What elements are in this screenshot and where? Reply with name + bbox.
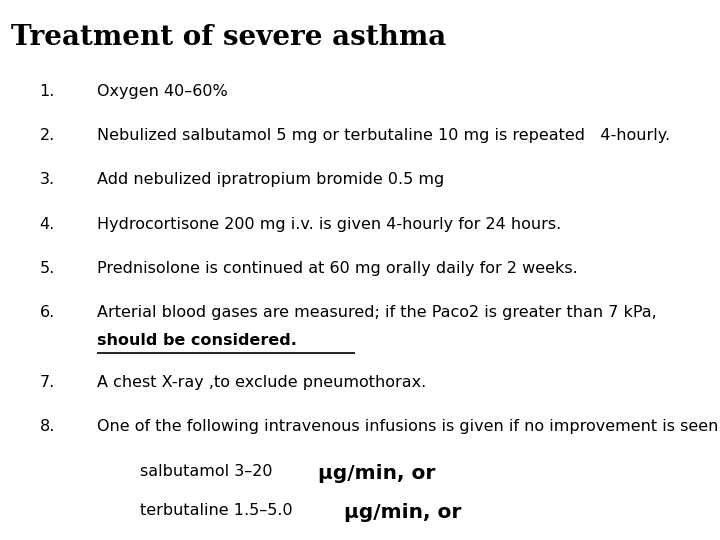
Text: Treatment of severe asthma: Treatment of severe asthma <box>11 24 446 51</box>
Text: A chest X-ray ,to exclude pneumothorax.: A chest X-ray ,to exclude pneumothorax. <box>97 375 426 390</box>
Text: should be considered.: should be considered. <box>97 333 297 348</box>
Text: Oxygen 40–60%: Oxygen 40–60% <box>97 84 228 99</box>
Text: salbutamol 3–20: salbutamol 3–20 <box>140 464 278 478</box>
Text: Nebulized salbutamol 5 mg or terbutaline 10 mg is repeated   4-hourly.: Nebulized salbutamol 5 mg or terbutaline… <box>97 128 670 143</box>
Text: 2.: 2. <box>40 128 55 143</box>
Text: One of the following intravenous infusions is given if no improvement is seen:: One of the following intravenous infusio… <box>97 420 720 434</box>
Text: 7.: 7. <box>40 375 55 390</box>
Text: μg/min, or: μg/min, or <box>318 464 436 483</box>
Text: Hydrocortisone 200 mg i.v. is given 4-hourly for 24 hours.: Hydrocortisone 200 mg i.v. is given 4-ho… <box>97 217 562 232</box>
Text: 8.: 8. <box>40 420 55 434</box>
Text: μg/min, or: μg/min, or <box>344 503 462 522</box>
Text: 1.: 1. <box>40 84 55 99</box>
Text: 5.: 5. <box>40 261 55 276</box>
Text: 3.: 3. <box>40 172 55 187</box>
Text: Arterial blood gases are measured; if the Paco2 is greater than 7 kPa,: Arterial blood gases are measured; if th… <box>97 305 662 320</box>
Text: terbutaline 1.5–5.0: terbutaline 1.5–5.0 <box>140 503 298 517</box>
Text: Prednisolone is continued at 60 mg orally daily for 2 weeks.: Prednisolone is continued at 60 mg orall… <box>97 261 578 276</box>
Text: Add nebulized ipratropium bromide 0.5 mg: Add nebulized ipratropium bromide 0.5 mg <box>97 172 444 187</box>
Text: 6.: 6. <box>40 305 55 320</box>
Text: 4.: 4. <box>40 217 55 232</box>
